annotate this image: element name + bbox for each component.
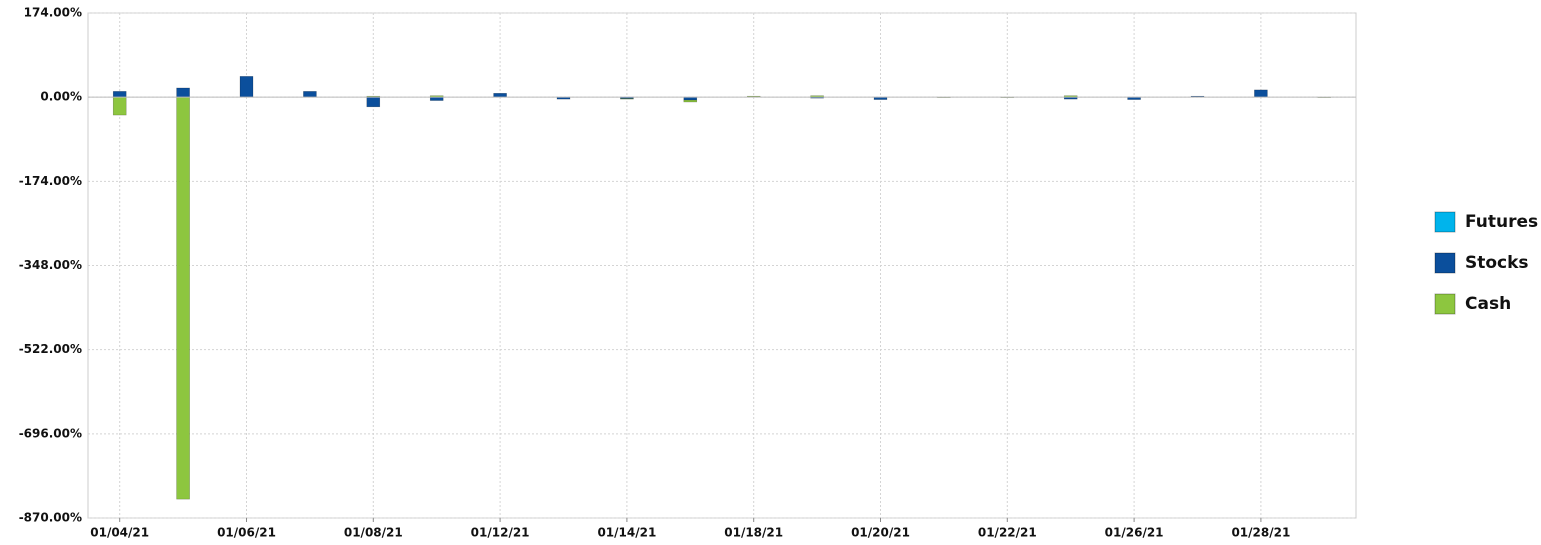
legend-swatch bbox=[1434, 211, 1456, 233]
y-tick-label: -522.00% bbox=[19, 342, 82, 356]
y-tick-label: 174.00% bbox=[24, 6, 82, 20]
legend-swatch bbox=[1434, 293, 1456, 315]
bar bbox=[112, 91, 127, 98]
bar bbox=[176, 87, 190, 98]
legend-swatch bbox=[1434, 252, 1456, 274]
y-tick-label: -174.00% bbox=[19, 174, 82, 188]
x-tick-label: 01/06/21 bbox=[217, 526, 276, 540]
bar bbox=[112, 96, 127, 116]
legend-label: Futures bbox=[1465, 212, 1538, 232]
bar bbox=[1254, 89, 1268, 98]
y-tick-label: -870.00% bbox=[19, 511, 82, 525]
y-tick-label: -696.00% bbox=[19, 426, 82, 440]
y-tick-label: -348.00% bbox=[19, 258, 82, 272]
y-tick-label: 0.00% bbox=[40, 90, 82, 104]
x-tick-label: 01/08/21 bbox=[344, 526, 403, 540]
legend-label: Stocks bbox=[1465, 253, 1529, 273]
x-tick-label: 01/14/21 bbox=[597, 526, 656, 540]
bar bbox=[683, 99, 698, 103]
bar bbox=[429, 96, 444, 101]
x-tick-label: 01/04/21 bbox=[90, 526, 149, 540]
x-tick-label: 01/22/21 bbox=[978, 526, 1037, 540]
x-tick-label: 01/18/21 bbox=[724, 526, 783, 540]
x-tick-label: 01/12/21 bbox=[471, 526, 530, 540]
bar bbox=[366, 96, 381, 108]
legend-label: Cash bbox=[1465, 294, 1511, 314]
bar bbox=[239, 76, 254, 98]
bar bbox=[493, 93, 507, 98]
bar bbox=[303, 91, 317, 98]
x-tick-label: 01/28/21 bbox=[1231, 526, 1290, 540]
x-tick-label: 01/20/21 bbox=[851, 526, 910, 540]
x-tick-label: 01/26/21 bbox=[1105, 526, 1164, 540]
bar bbox=[176, 96, 190, 500]
